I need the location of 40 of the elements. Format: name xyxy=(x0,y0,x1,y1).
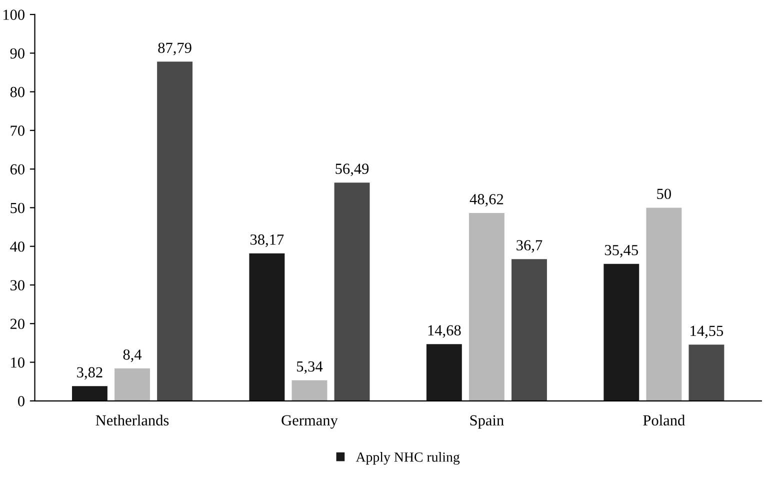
bar xyxy=(334,182,370,401)
bar xyxy=(426,344,462,401)
x-tick-label: Germany xyxy=(282,415,338,429)
y-tick-label: 90 xyxy=(10,48,24,59)
y-tick-label: 30 xyxy=(10,280,24,290)
data-label: 50 xyxy=(657,188,671,200)
x-tick-label: Poland xyxy=(643,414,685,426)
legend-label: Apply NHC ruling xyxy=(356,452,460,465)
y-tick-label: 70 xyxy=(10,126,24,136)
data-label: 87,79 xyxy=(158,42,192,56)
bar xyxy=(646,208,682,401)
bar xyxy=(468,213,504,401)
y-tick-label: 50 xyxy=(10,202,24,214)
y-tick-label: 60 xyxy=(10,164,24,174)
data-label: 3,82 xyxy=(77,367,102,380)
y-tick-label: 10 xyxy=(11,357,24,368)
y-tick-label: 20 xyxy=(10,318,24,330)
x-tick-label: Netherlands xyxy=(96,414,169,426)
data-label: 38,17 xyxy=(250,234,284,247)
data-label: 48,62 xyxy=(470,194,504,207)
bar xyxy=(157,62,193,401)
y-tick-label: 100 xyxy=(3,10,24,20)
data-label: 35,45 xyxy=(604,244,638,258)
data-label: 56,49 xyxy=(336,164,369,176)
y-tick-label: 40 xyxy=(10,241,24,252)
data-label: 36,7 xyxy=(516,240,542,253)
bar xyxy=(604,264,640,401)
y-tick-label: 0 xyxy=(18,396,24,406)
data-label: 14,55 xyxy=(690,326,724,338)
data-label: 8,4 xyxy=(123,349,142,362)
bar xyxy=(114,368,150,401)
bar xyxy=(512,259,547,401)
bar xyxy=(249,253,285,401)
x-tick-label: Spain xyxy=(470,415,504,429)
data-label: 14,68 xyxy=(428,325,461,338)
bar xyxy=(292,380,328,401)
bar xyxy=(72,386,108,401)
bar xyxy=(688,344,724,401)
data-label: 5,34 xyxy=(297,361,323,374)
y-tick-label: 80 xyxy=(10,86,24,98)
